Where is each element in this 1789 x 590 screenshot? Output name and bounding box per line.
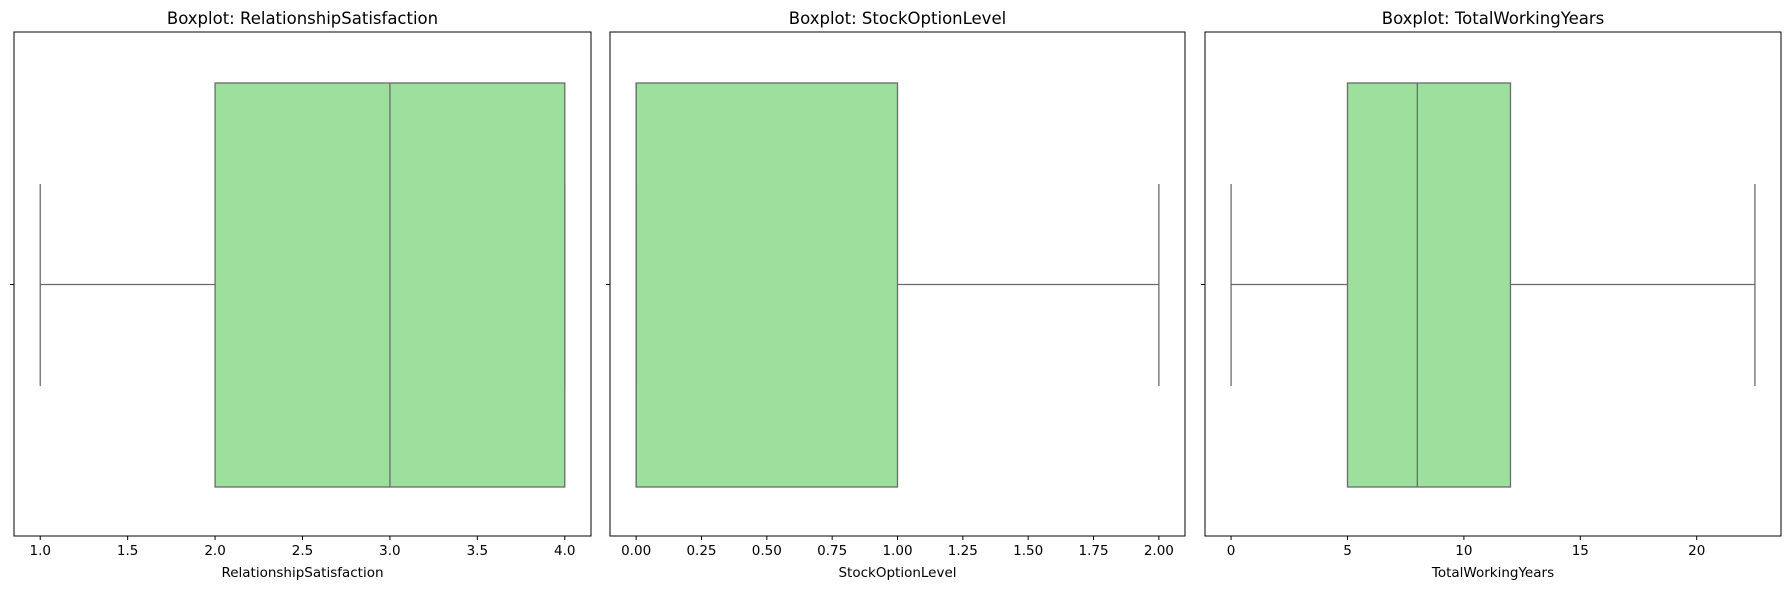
chart-title: Boxplot: RelationshipSatisfaction [167,9,438,28]
x-tick-label: 5 [1343,543,1352,559]
x-axis-label: StockOptionLevel [838,565,956,581]
chart-panel: Boxplot: StockOptionLevel 0.00 0.25 0.50 0.7… [606,9,1186,581]
chart-title: Boxplot: TotalWorkingYears [1382,9,1604,28]
x-tick-label: 2.5 [292,543,313,559]
x-tick-label: 0.25 [686,543,716,559]
chart-panel: Boxplot: TotalWorkingYears 0 5 10 15 20 TotalW… [1201,9,1782,581]
x-tick-label: 0.50 [752,543,782,559]
iqr-box [635,82,899,488]
x-axis-label: TotalWorkingYears [1431,565,1554,581]
chart-title: Boxplot: StockOptionLevel [789,9,1006,28]
x-tick-label: 1.0 [29,543,50,559]
x-tick-label: 2.0 [204,543,225,559]
x-axis-label: RelationshipSatisfaction [221,565,383,581]
x-tick-label: 1.25 [948,543,978,559]
x-tick-label: 3.5 [467,543,488,559]
x-tick-label: 0 [1227,543,1236,559]
x-tick-label: 1.00 [882,543,912,559]
x-tick-label: 10 [1455,543,1472,559]
iqr-box [1346,82,1512,488]
x-tick-label: 2.00 [1144,543,1174,559]
x-tick-label: 1.5 [117,543,138,559]
chart-panel: Boxplot: RelationshipSatisfaction 1.0 1.5 2… [10,9,592,581]
x-tick-label: 1.50 [1013,543,1043,559]
x-tick-label: 4.0 [554,543,575,559]
x-tick-label: 15 [1572,543,1589,559]
x-tick-label: 3.0 [379,543,400,559]
x-tick-label: 1.75 [1078,543,1108,559]
x-tick-label: 20 [1688,543,1705,559]
x-tick-label: 0.00 [621,543,651,559]
x-tick-label: 0.75 [817,543,847,559]
